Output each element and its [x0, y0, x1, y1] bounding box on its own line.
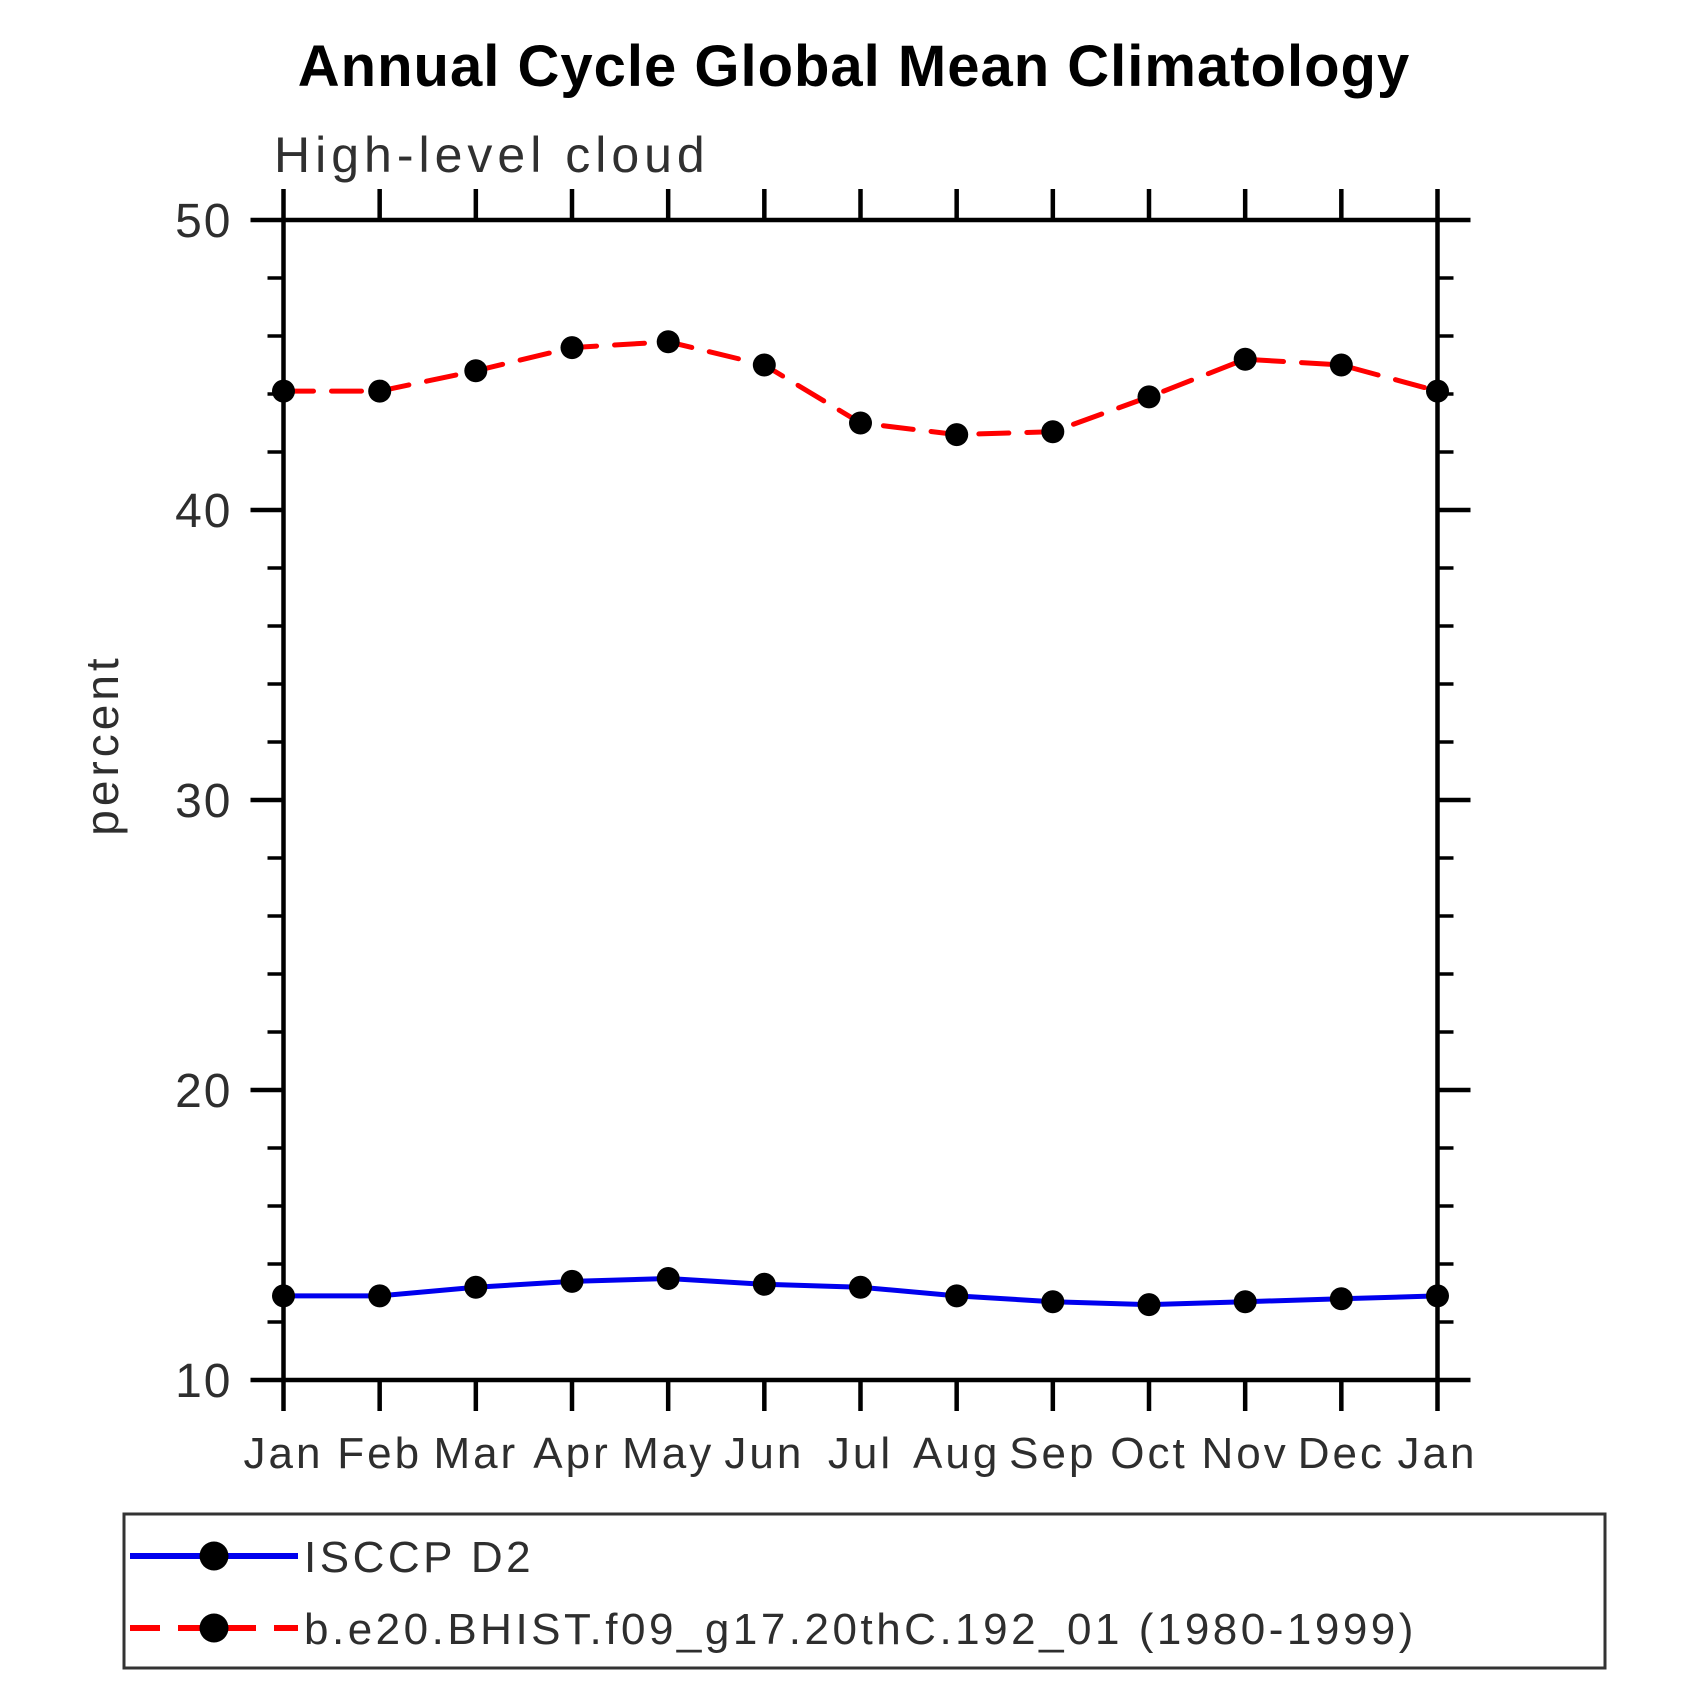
series-lines [272, 330, 1449, 1317]
data-point [560, 1269, 584, 1293]
legend-label-model: b.e20.BHIST.f09_g17.20thC.192_01 (1980-1… [304, 1605, 1417, 1654]
data-point [1426, 1284, 1449, 1308]
y-tick-label: 50 [175, 195, 232, 248]
data-point [752, 1272, 776, 1296]
data-point [1041, 1290, 1065, 1314]
data-point [368, 1284, 392, 1308]
month-label: Oct [1110, 1429, 1187, 1478]
data-point [849, 411, 872, 435]
axes: Jan Feb Mar Apr May Jun Jul Aug Sep Oct Nov Dec Jan1… [175, 189, 1478, 1478]
chart-subtitle: High-level cloud [274, 127, 710, 183]
data-point [1041, 420, 1065, 444]
legend-marker-0 [199, 1541, 229, 1571]
month-label: Jan [244, 1429, 324, 1478]
data-point [368, 379, 392, 403]
data-point [656, 1267, 680, 1290]
data-point [560, 336, 584, 360]
data-point [945, 1284, 969, 1308]
month-label: Nov [1202, 1429, 1289, 1478]
month-label: Mar [433, 1429, 518, 1478]
y-tick-label: 20 [175, 1065, 232, 1118]
data-point [1137, 1293, 1161, 1317]
chart-title: Annual Cycle Global Mean Climatology [298, 34, 1410, 99]
legend: ISCCP D2 b.e20.BHIST.f09_g17.20thC.192_0… [122, 1512, 1607, 1670]
data-point [1426, 379, 1449, 403]
y-axis-label: percent [76, 654, 128, 835]
data-point [1329, 353, 1353, 377]
month-label: Feb [337, 1429, 422, 1478]
month-label: Dec [1298, 1429, 1385, 1478]
plot-frame [281, 217, 1440, 1383]
month-label: Jun [724, 1429, 804, 1478]
data-point [272, 1284, 295, 1308]
data-point [656, 330, 680, 354]
data-point [464, 1275, 488, 1299]
month-label: Apr [533, 1429, 610, 1478]
y-tick-label: 40 [175, 485, 232, 538]
data-point [1329, 1287, 1353, 1311]
data-point [272, 379, 295, 403]
legend-box [122, 1512, 1607, 1670]
legend-swatches [130, 1541, 298, 1643]
y-tick-label: 10 [175, 1355, 232, 1408]
data-point [945, 423, 969, 447]
data-point [1233, 1290, 1257, 1314]
month-label: Sep [1009, 1429, 1096, 1478]
month-label: Aug [913, 1429, 1000, 1478]
month-label: May [622, 1429, 714, 1478]
legend-marker-1 [199, 1613, 229, 1643]
legend-label-isccp: ISCCP D2 [304, 1533, 534, 1582]
month-label: Jan [1398, 1429, 1478, 1478]
data-point [849, 1275, 872, 1299]
month-label: Jul [828, 1429, 893, 1478]
data-point [752, 353, 776, 377]
y-tick-label: 30 [175, 775, 232, 828]
data-point [1137, 385, 1161, 409]
data-point [464, 359, 488, 383]
data-point [1233, 347, 1257, 371]
